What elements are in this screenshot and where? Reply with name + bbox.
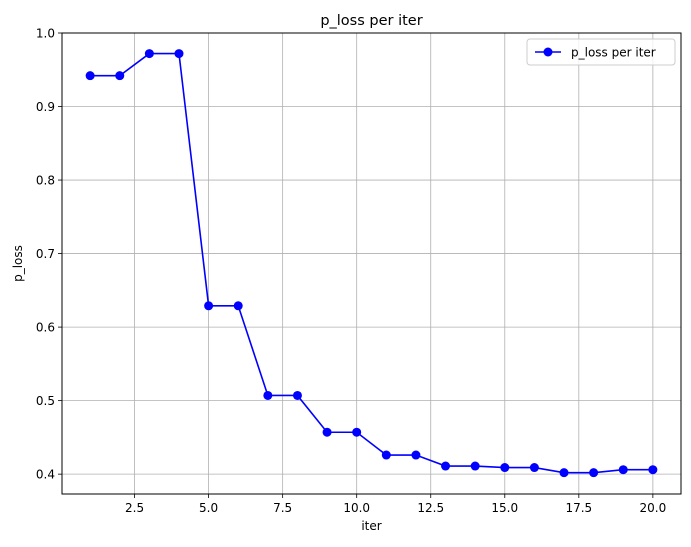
- data-point: [381, 450, 391, 460]
- legend-marker-swatch: [543, 47, 553, 57]
- y-axis-label: p_loss: [11, 245, 25, 282]
- data-point: [500, 463, 510, 473]
- data-point: [115, 71, 125, 81]
- x-tick-label: 12.5: [417, 501, 444, 515]
- data-point: [441, 461, 451, 471]
- grid: [62, 32, 681, 494]
- y-tick-label: 0.4: [36, 468, 55, 482]
- chart-title: p_loss per iter: [320, 13, 422, 29]
- x-tick-label: 5.0: [199, 501, 218, 515]
- x-tick-label: 15.0: [491, 501, 518, 515]
- y-tick-label: 0.7: [36, 247, 55, 261]
- series-layer: [85, 49, 658, 478]
- data-point: [85, 71, 95, 81]
- y-tick-label: 0.5: [36, 394, 55, 408]
- data-point: [470, 461, 480, 471]
- y-tick-label: 0.9: [36, 100, 55, 114]
- series-line: [90, 52, 653, 474]
- y-tick-label: 0.8: [36, 174, 55, 188]
- legend-box: [526, 38, 676, 66]
- data-point: [618, 465, 628, 475]
- y-axis-ticks: 0.4 0.5 0.6 0.7 0.8 0.9 1.0: [36, 27, 62, 482]
- x-axis-label: iter: [361, 519, 381, 533]
- x-tick-label: 2.5: [125, 501, 144, 515]
- data-point: [529, 463, 539, 473]
- data-point: [411, 450, 421, 460]
- data-point: [204, 301, 214, 311]
- data-point: [322, 427, 332, 437]
- data-point: [144, 49, 154, 59]
- data-point: [174, 49, 184, 59]
- x-tick-label: 7.5: [273, 501, 292, 515]
- x-tick-label: 10.0: [343, 501, 370, 515]
- x-tick-label: 17.5: [565, 501, 592, 515]
- data-point: [648, 465, 658, 475]
- data-point: [263, 390, 273, 400]
- legend-entry-label: p_loss per iter: [571, 46, 656, 60]
- data-point: [352, 427, 362, 437]
- data-point: [292, 390, 302, 400]
- axes-frame: [61, 32, 682, 495]
- x-axis-ticks: 2.5 5.0 7.5 10.0 12.5 15.0 17.5 20.0: [125, 494, 666, 515]
- data-point: [589, 468, 599, 478]
- data-point: [559, 468, 569, 478]
- y-tick-label: 1.0: [36, 27, 55, 41]
- legend: p_loss per iter: [526, 38, 676, 66]
- data-point: [233, 301, 243, 311]
- x-tick-label: 20.0: [640, 501, 667, 515]
- y-tick-label: 0.6: [36, 321, 55, 335]
